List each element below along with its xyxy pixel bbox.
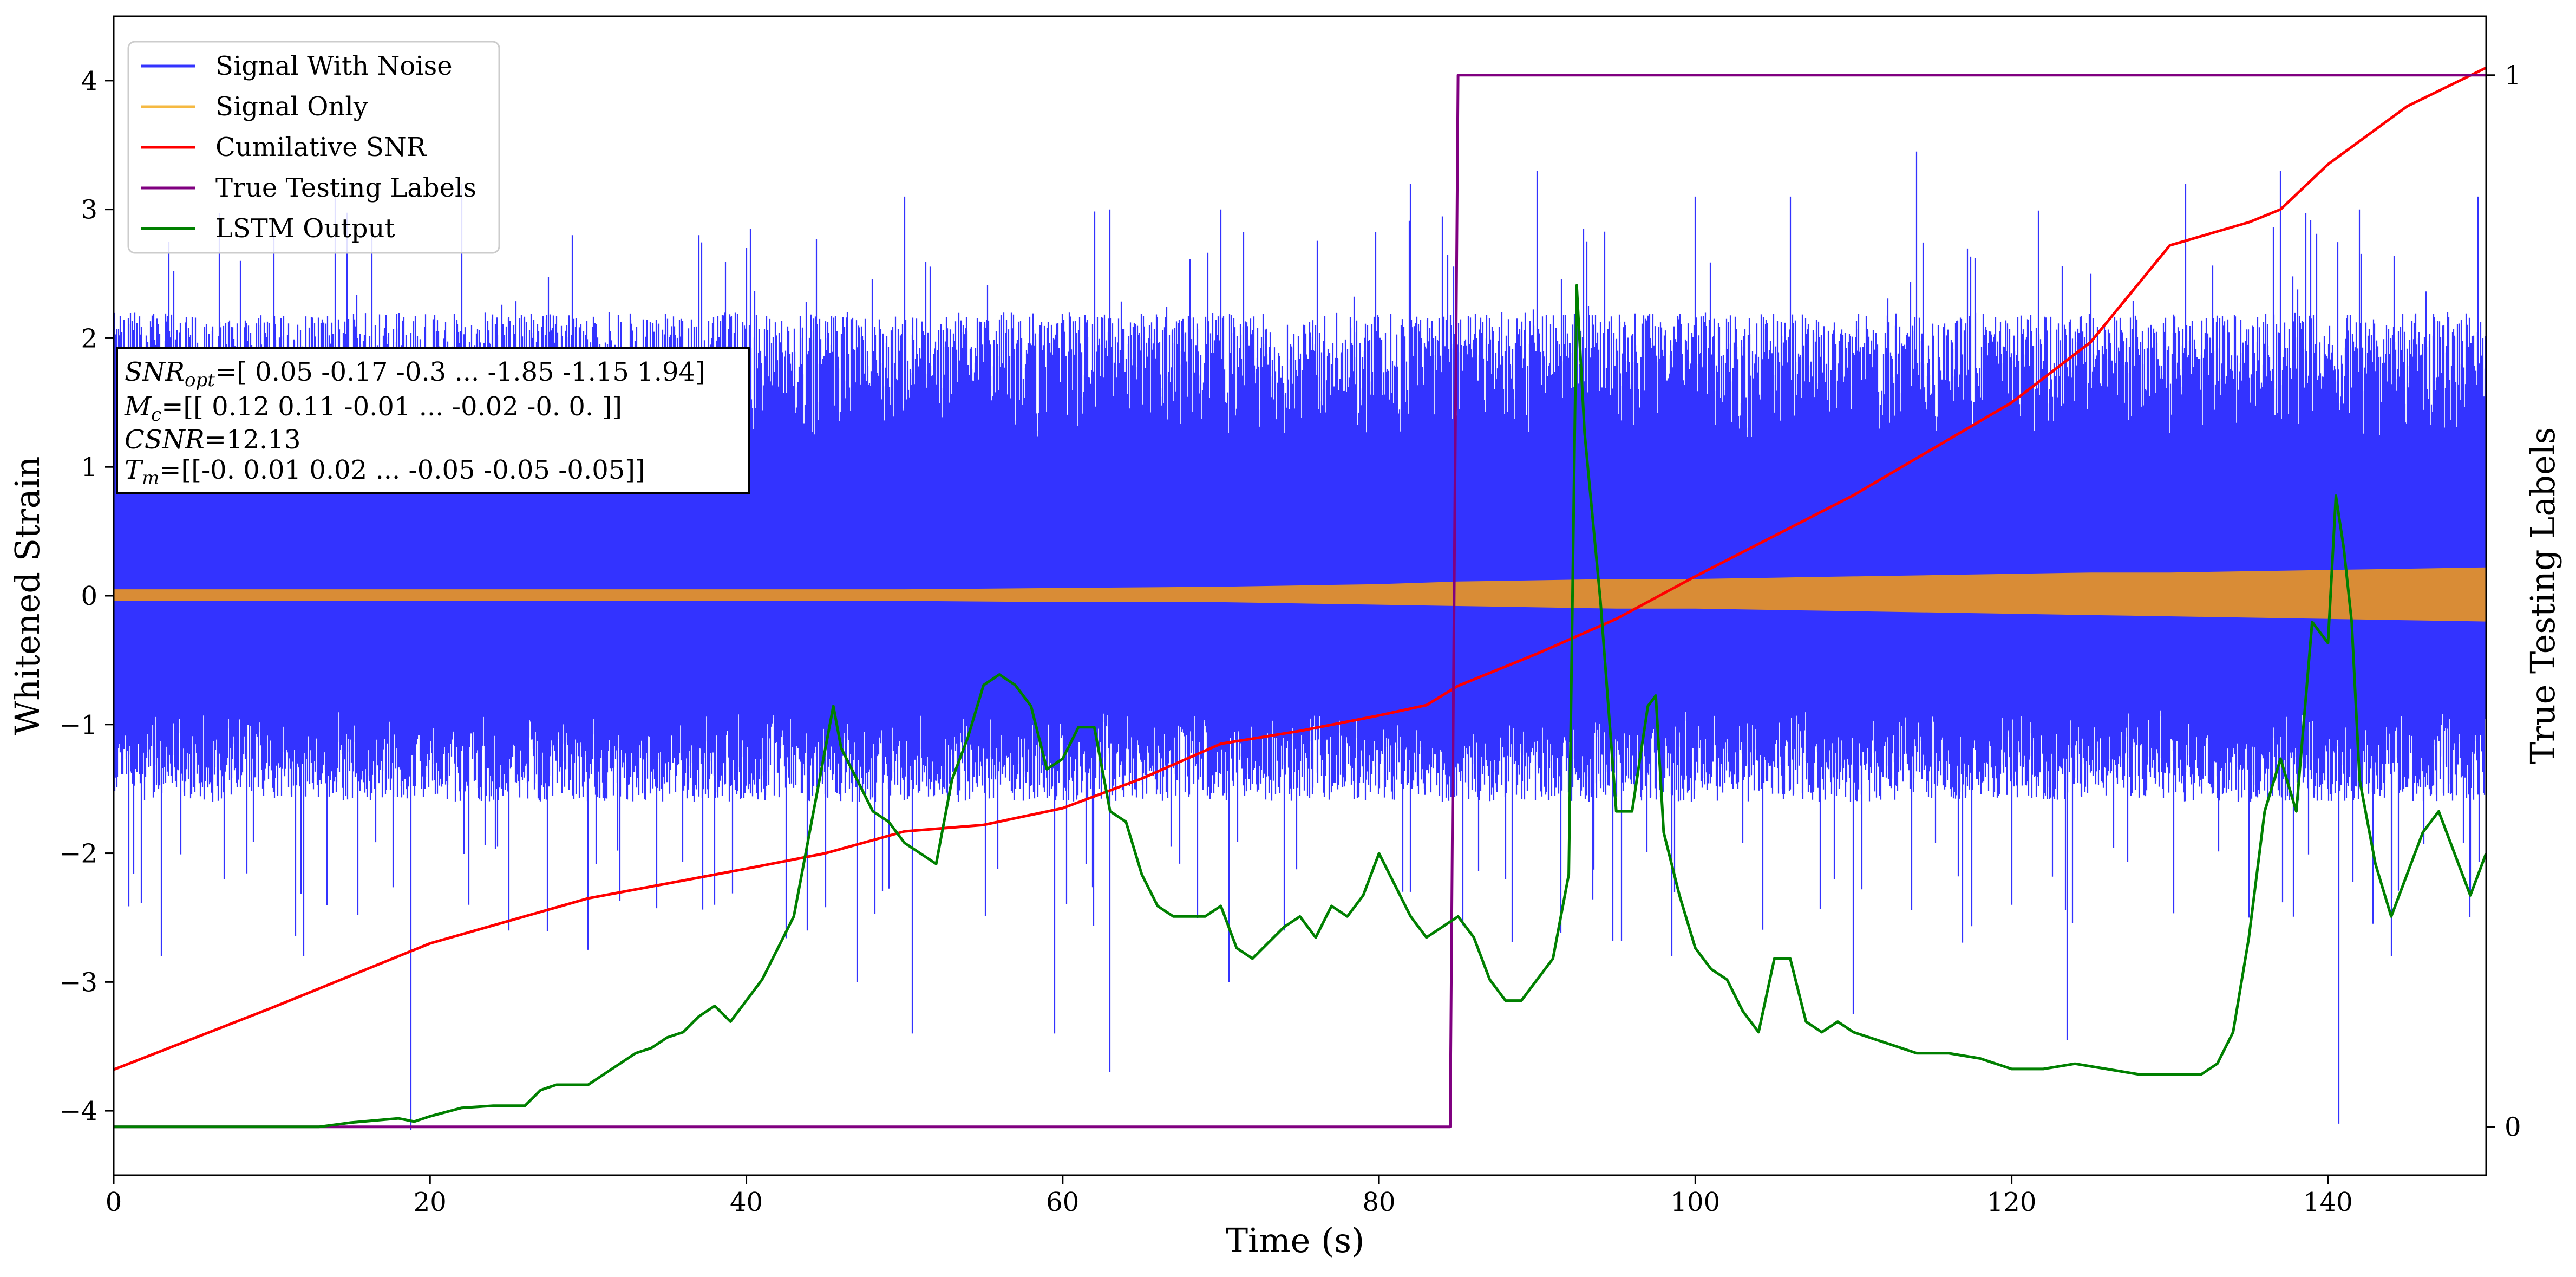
x-tick-label: 60 bbox=[1046, 1187, 1079, 1217]
x-axis-title: Time (s) bbox=[1226, 1221, 1365, 1260]
annotation-line-mc: Mc=[[ 0.12 0.11 -0.01 ... -0.02 -0. 0. ]… bbox=[124, 392, 622, 426]
lstm-output-line bbox=[114, 284, 2486, 1129]
legend-label-lstm-output: LSTM Output bbox=[215, 213, 395, 244]
x-tick-label: 120 bbox=[1987, 1187, 2037, 1217]
y-tick-label: −3 bbox=[59, 967, 97, 998]
annotation-mc-subscript: c bbox=[151, 404, 161, 426]
y-tick-label: 3 bbox=[81, 195, 97, 225]
annotation-mc-symbol: M bbox=[124, 392, 152, 422]
x-tick-label: 140 bbox=[2303, 1187, 2353, 1217]
legend-label-signal-only: Signal Only bbox=[215, 92, 368, 122]
x-tick-label: 100 bbox=[1671, 1187, 1721, 1217]
y-tick-label: 4 bbox=[81, 66, 97, 96]
legend-label-signal-with-noise: Signal With Noise bbox=[215, 51, 453, 81]
x-tick-label: 0 bbox=[106, 1187, 122, 1217]
annotation-snr-symbol: SNR bbox=[125, 357, 185, 387]
y-tick-label: −4 bbox=[59, 1096, 97, 1126]
annotation-tm-value: =[[-0. 0.01 0.02 ... -0.05 -0.05 -0.05]] bbox=[159, 455, 645, 485]
signal-with-noise-line bbox=[114, 151, 2486, 1130]
signal-only-band bbox=[114, 567, 2486, 622]
x-tick-label: 80 bbox=[1363, 1187, 1396, 1217]
signal-only-series bbox=[114, 567, 2486, 622]
annotation-mc-value: =[[ 0.12 0.11 -0.01 ... -0.02 -0. 0. ]] bbox=[161, 392, 622, 422]
annotation-line-tm: Tm=[[-0. 0.01 0.02 ... -0.05 -0.05 -0.05… bbox=[125, 455, 645, 489]
annotation-box: SNRopt=[ 0.05 -0.17 -0.3 ... -1.85 -1.15… bbox=[116, 347, 750, 494]
annotation-frame bbox=[116, 347, 750, 494]
y2-axis-title: True Testing Labels bbox=[2523, 427, 2562, 765]
y-tick-label: 1 bbox=[81, 452, 97, 483]
y-tick-label: −2 bbox=[59, 839, 97, 869]
annotation-tm-subscript: m bbox=[142, 467, 159, 489]
y-tick-label: 0 bbox=[81, 581, 97, 611]
legend-items: Signal With Noise Signal Only Cumilative S… bbox=[141, 51, 476, 244]
y2-tick-label: 0 bbox=[2505, 1112, 2521, 1143]
true-testing-labels-line bbox=[114, 74, 2486, 1129]
annotation-snr-subscript: opt bbox=[185, 369, 215, 391]
y-axis-right: 01 bbox=[2486, 61, 2521, 1143]
legend-frame bbox=[127, 41, 500, 254]
signal-with-noise-series bbox=[114, 151, 2486, 1130]
cumilative-snr-line bbox=[114, 66, 2486, 1071]
annotation-line-csnr: CSNR=12.13 bbox=[125, 425, 300, 455]
x-tick-label: 40 bbox=[730, 1187, 763, 1217]
annotation-csnr-value: =12.13 bbox=[205, 425, 301, 455]
y-tick-label: 2 bbox=[81, 323, 97, 354]
y-tick-label: −1 bbox=[59, 710, 97, 740]
y-axis-left: −4 −3 −2 −1 0 1 2 3 4 bbox=[59, 66, 114, 1126]
legend-label-cumilative-snr: Cumilative SNR bbox=[215, 132, 427, 162]
y2-tick-label: 1 bbox=[2505, 61, 2521, 91]
annotation-line-snr-opt: SNRopt=[ 0.05 -0.17 -0.3 ... -1.85 -1.15… bbox=[125, 357, 705, 391]
x-axis: 0 20 40 60 80 100 120 140 bbox=[106, 1175, 2353, 1217]
annotation-tm-symbol: T bbox=[125, 455, 143, 485]
x-tick-label: 20 bbox=[414, 1187, 447, 1217]
annotation-csnr-symbol: CSNR bbox=[125, 425, 205, 455]
line-series-group bbox=[114, 66, 2486, 1129]
legend: Signal With Noise Signal Only Cumilative S… bbox=[127, 41, 500, 254]
annotation-snr-value: =[ 0.05 -0.17 -0.3 ... -1.85 -1.15 1.94] bbox=[215, 357, 705, 387]
legend-label-true-testing-labels: True Testing Labels bbox=[215, 173, 476, 203]
y-axis-title: Whitened Strain bbox=[8, 457, 47, 735]
